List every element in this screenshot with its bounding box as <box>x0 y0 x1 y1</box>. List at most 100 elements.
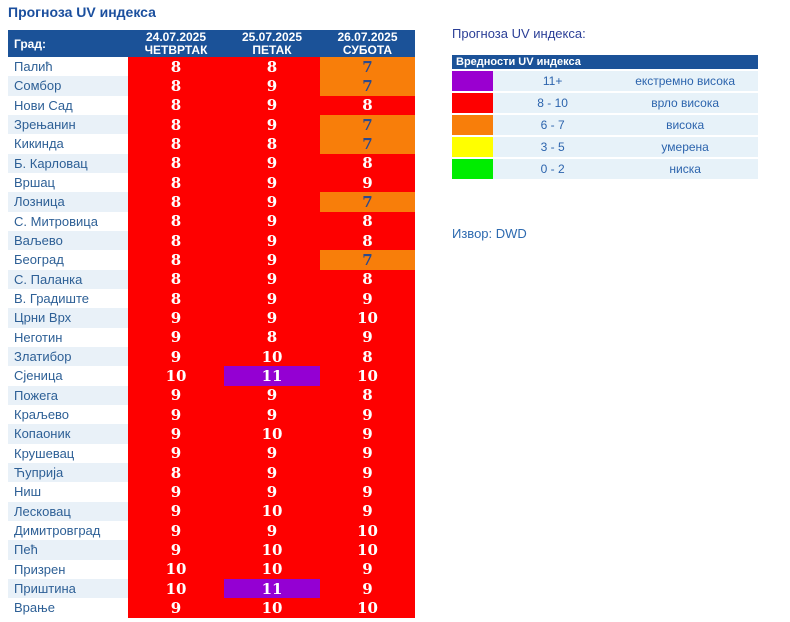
uv-value-cell: 9 <box>128 346 224 367</box>
uv-value-cell: 7 <box>320 134 415 154</box>
legend-row-content: 6 - 7 висока <box>493 115 758 135</box>
table-row: Сјеница 10 11 10 <box>8 366 415 386</box>
table-row: Приштина 10 11 9 <box>8 578 415 599</box>
uv-value-cell: 8 <box>128 211 224 231</box>
uv-value-cell: 8 <box>128 462 224 483</box>
uv-value-cell: 11 <box>224 578 320 599</box>
table-row: Сомбор 8 9 7 <box>8 76 415 96</box>
city-name: С. Митровица <box>8 211 128 231</box>
table-row: Ћуприја 8 9 9 <box>8 462 415 483</box>
uv-value-cell: 9 <box>128 598 224 618</box>
uv-value-cell: 9 <box>128 308 224 328</box>
legend-header: Вредности UV индекса <box>452 55 758 69</box>
city-name: Копаоник <box>8 424 128 444</box>
legend-row-content: 0 - 2 ниска <box>493 159 758 179</box>
date-column-header-friday: 25.07.2025 ПЕТАК <box>224 30 320 57</box>
legend-label: висока <box>666 118 705 132</box>
uv-value-cell: 9 <box>224 462 320 483</box>
uv-value-cell: 10 <box>224 501 320 521</box>
uv-value-cell: 8 <box>128 76 224 96</box>
uv-value-cell: 8 <box>128 230 224 251</box>
uv-value-cell: 10 <box>224 598 320 618</box>
city-name: В. Градиште <box>8 288 128 309</box>
uv-value-cell: 8 <box>320 269 415 289</box>
city-name: Лозница <box>8 192 128 212</box>
city-name: Београд <box>8 250 128 270</box>
uv-value-cell: 9 <box>224 211 320 231</box>
uv-value-cell: 9 <box>224 520 320 541</box>
uv-value-cell: 9 <box>128 404 224 425</box>
legend-row: 11+ екстремно висока <box>452 71 758 91</box>
uv-value-cell: 8 <box>224 134 320 154</box>
uv-value-cell: 10 <box>320 598 415 618</box>
table-row: Копаоник 9 10 9 <box>8 424 415 444</box>
uv-value-cell: 9 <box>320 424 415 444</box>
uv-value-cell: 8 <box>128 134 224 154</box>
city-name: Сјеница <box>8 366 128 386</box>
table-row: Врање 9 10 10 <box>8 598 415 618</box>
table-row: Лесковац 9 10 9 <box>8 501 415 521</box>
uv-value-cell: 8 <box>224 57 320 77</box>
weekday-text: ПЕТАК <box>252 42 292 57</box>
legend-range: 11+ <box>542 74 563 88</box>
uv-value-cell: 10 <box>320 540 415 560</box>
table-row: Београд 8 9 7 <box>8 250 415 270</box>
uv-value-cell: 9 <box>128 540 224 560</box>
uv-value-cell: 9 <box>320 443 415 463</box>
uv-value-cell: 9 <box>224 95 320 115</box>
legend-range: 8 - 10 <box>537 96 568 110</box>
uv-value-cell: 9 <box>224 404 320 425</box>
uv-value-cell: 9 <box>224 192 320 212</box>
city-name: Неготин <box>8 327 128 347</box>
uv-value-cell: 9 <box>128 443 224 463</box>
legend-color-swatch <box>452 115 493 135</box>
uv-value-cell: 9 <box>320 578 415 599</box>
page-title: Прогноза UV индекса <box>8 4 156 20</box>
legend-color-swatch <box>452 93 493 113</box>
city-name: Призрен <box>8 559 128 579</box>
uv-value-cell: 9 <box>320 172 415 193</box>
table-row: Златибор 9 10 8 <box>8 346 415 367</box>
uv-value-cell: 8 <box>128 57 224 77</box>
legend-row-content: 3 - 5 умерена <box>493 137 758 157</box>
table-row: Вршац 8 9 9 <box>8 172 415 193</box>
table-row: Пећ 9 10 10 <box>8 540 415 560</box>
uv-value-cell: 11 <box>224 366 320 386</box>
city-name: Пећ <box>8 540 128 560</box>
uv-value-cell: 9 <box>320 327 415 347</box>
uv-value-cell: 8 <box>128 269 224 289</box>
city-name: Лесковац <box>8 501 128 521</box>
city-name: Вршац <box>8 172 128 193</box>
legend-label: ниска <box>669 162 701 176</box>
uv-value-cell: 10 <box>128 366 224 386</box>
uv-value-cell: 8 <box>128 288 224 309</box>
uv-value-cell: 8 <box>320 153 415 173</box>
uv-value-cell: 9 <box>320 559 415 579</box>
date-text: 26.07.2025 <box>337 29 398 44</box>
uv-value-cell: 9 <box>128 501 224 521</box>
uv-value-cell: 9 <box>224 114 320 135</box>
table-header-row: Град: 24.07.2025 ЧЕТВРТАК 25.07.2025 ПЕТ… <box>8 30 415 57</box>
legend-color-swatch <box>452 137 493 157</box>
uv-value-cell: 10 <box>320 308 415 328</box>
uv-value-cell: 10 <box>320 520 415 541</box>
legend-row: 6 - 7 висока <box>452 115 758 135</box>
uv-value-cell: 8 <box>320 230 415 251</box>
uv-value-cell: 7 <box>320 250 415 270</box>
weekday-text: ЧЕТВРТАК <box>144 42 208 57</box>
legend-range: 3 - 5 <box>540 140 565 154</box>
legend-row-content: 8 - 10 врло висока <box>493 93 758 113</box>
table-row: С. Паланка 8 9 8 <box>8 269 415 289</box>
uv-value-cell: 9 <box>128 424 224 444</box>
table-row: Ваљево 8 9 8 <box>8 230 415 251</box>
uv-value-cell: 9 <box>224 76 320 96</box>
city-name: Крушевац <box>8 443 128 463</box>
uv-value-cell: 8 <box>128 95 224 115</box>
legend-title: Прогноза UV индекса: <box>452 26 586 41</box>
uv-value-cell: 10 <box>224 346 320 367</box>
uv-value-cell: 8 <box>224 327 320 347</box>
uv-value-cell: 7 <box>320 57 415 77</box>
table-row: Неготин 9 8 9 <box>8 327 415 347</box>
table-row: Краљево 9 9 9 <box>8 404 415 425</box>
uv-value-cell: 9 <box>224 269 320 289</box>
